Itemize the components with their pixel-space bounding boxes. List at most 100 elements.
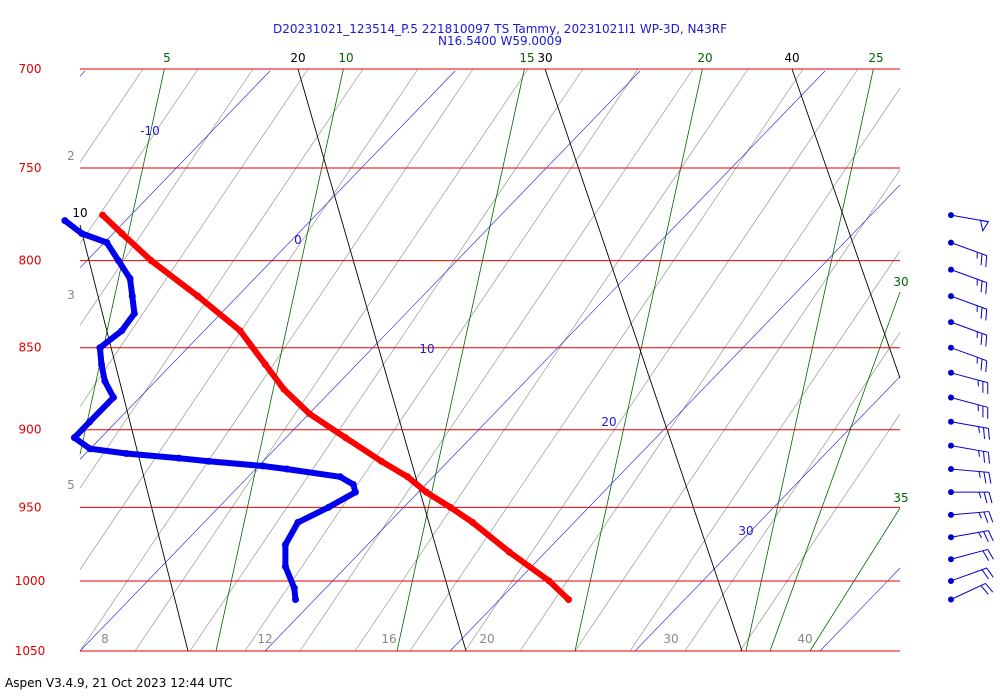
wind-barb-staff xyxy=(950,511,989,516)
moist-adiabat-line xyxy=(79,68,474,652)
mixing-ratio-line xyxy=(809,507,901,652)
wind-barb-half xyxy=(978,512,982,519)
wind-barb-station xyxy=(948,511,954,518)
temperature-profile-point xyxy=(446,503,454,511)
dry-adiabat-label: -10 xyxy=(140,124,160,138)
isotherm-tick-label: 10 xyxy=(72,206,87,220)
wind-barb-staff xyxy=(950,269,987,284)
dewpoint-profile-point xyxy=(118,327,126,335)
mixing-ratio-line xyxy=(745,68,874,652)
moist-adiabat-label: 8 xyxy=(101,632,109,646)
dewpoint-profile-point xyxy=(205,457,213,465)
wind-barb-full xyxy=(980,585,989,595)
moist-adiabat-label: 5 xyxy=(67,478,75,492)
wind-barb-full xyxy=(985,255,988,268)
wind-barb-full xyxy=(980,253,983,266)
dewpoint-profile-line xyxy=(61,217,359,603)
dewpoint-profile-point xyxy=(336,473,344,481)
mixing-ratio-label: 5 xyxy=(163,51,171,65)
wind-barb-staff xyxy=(950,242,987,257)
dewpoint-profile-point xyxy=(61,217,69,225)
moist-adiabat-label: 40 xyxy=(797,632,812,646)
wind-barb-full xyxy=(983,492,988,504)
dewpoint-profile-point xyxy=(126,275,134,283)
moist-adiabat-line xyxy=(134,68,529,652)
wind-barb-station xyxy=(948,394,954,401)
wind-barb-flag xyxy=(979,219,990,233)
isotherm-line xyxy=(297,68,467,652)
wind-barb-half xyxy=(978,471,981,478)
mixing-ratio-label: 10 xyxy=(338,51,353,65)
wind-barb-staff xyxy=(950,321,987,336)
dry-adiabat-label: 30 xyxy=(738,524,753,538)
mixing-ratio-line xyxy=(396,68,525,652)
wind-barb-full xyxy=(985,335,988,347)
wind-barb-full xyxy=(983,451,986,463)
wind-barb-station xyxy=(948,344,954,351)
wind-barb-full xyxy=(985,282,988,295)
dewpoint-profile-point xyxy=(259,462,267,470)
moist-adiabat-line xyxy=(299,68,694,652)
wind-barb-half xyxy=(978,532,983,539)
dry-adiabat-label: 0 xyxy=(294,233,302,247)
pressure-tick-label: 1050 xyxy=(15,644,46,658)
dewpoint-profile-point xyxy=(109,393,117,401)
dewpoint-profile-point xyxy=(351,488,359,496)
wind-barb-station xyxy=(948,239,954,246)
isotherm-line xyxy=(544,68,743,652)
pressure-tick-label: 700 xyxy=(19,62,42,76)
wind-barb-station xyxy=(948,596,954,603)
temperature-profile-point xyxy=(342,434,350,442)
pressure-tick-label: 850 xyxy=(19,341,42,355)
dewpoint-profile-point xyxy=(128,292,136,300)
software-version-footer: Aspen V3.4.9, 21 Oct 2023 12:44 UTC xyxy=(5,676,233,690)
dewpoint-profile-point xyxy=(294,518,302,526)
dewpoint-profile-point xyxy=(349,480,357,488)
dry-adiabat-line xyxy=(449,184,901,652)
dewpoint-profile-point xyxy=(283,465,291,473)
mixing-ratio-label: 35 xyxy=(893,491,908,505)
wind-barb-full xyxy=(983,531,989,543)
moist-adiabat-line xyxy=(574,169,901,652)
moist-adiabat-label: 2 xyxy=(67,149,75,163)
dry-adiabat-line xyxy=(79,70,86,77)
temperature-profile-point xyxy=(422,488,430,496)
wind-barb-station xyxy=(948,489,954,496)
wind-barb-half xyxy=(978,426,980,433)
wind-barb-full xyxy=(980,333,983,345)
wind-barb-full xyxy=(982,550,990,561)
wind-barb-half xyxy=(978,491,982,499)
wind-barb-full xyxy=(985,583,994,593)
temperature-profile-point xyxy=(505,548,513,556)
wind-barb-full xyxy=(987,549,994,560)
wind-barb-station xyxy=(948,212,954,219)
isotherm-tick-label: 20 xyxy=(290,51,305,65)
wind-barb-staff xyxy=(950,347,987,362)
wind-barb-full xyxy=(988,472,992,484)
background-lines xyxy=(79,68,901,652)
moist-adiabat-line xyxy=(739,413,901,652)
wind-barb-station xyxy=(948,418,954,425)
wind-barb-station xyxy=(948,534,954,541)
dry-adiabat-line xyxy=(819,567,901,652)
dewpoint-profile-point xyxy=(292,596,300,604)
dewpoint-profile-point xyxy=(101,377,109,385)
wind-barb-full xyxy=(983,427,986,439)
moist-adiabat-line xyxy=(684,332,901,652)
moist-adiabat-label: 16 xyxy=(381,632,396,646)
dry-adiabat-line xyxy=(79,70,456,460)
wind-barb-station xyxy=(948,319,954,326)
isotherm-line xyxy=(791,68,901,379)
wind-barb-full xyxy=(981,569,989,580)
wind-barb-full xyxy=(988,511,994,523)
dewpoint-profile-point xyxy=(103,239,111,247)
dewpoint-profile-point xyxy=(70,434,78,442)
moist-adiabat-line xyxy=(519,88,901,652)
dewpoint-profile-point xyxy=(86,418,94,426)
moist-adiabat-line xyxy=(354,68,749,652)
temperature-profile-point xyxy=(194,292,202,300)
moist-adiabat-line xyxy=(79,68,364,489)
mixing-ratio-line xyxy=(215,68,344,652)
moist-adiabat-line xyxy=(629,250,901,652)
wind-barb-staff xyxy=(950,548,988,560)
